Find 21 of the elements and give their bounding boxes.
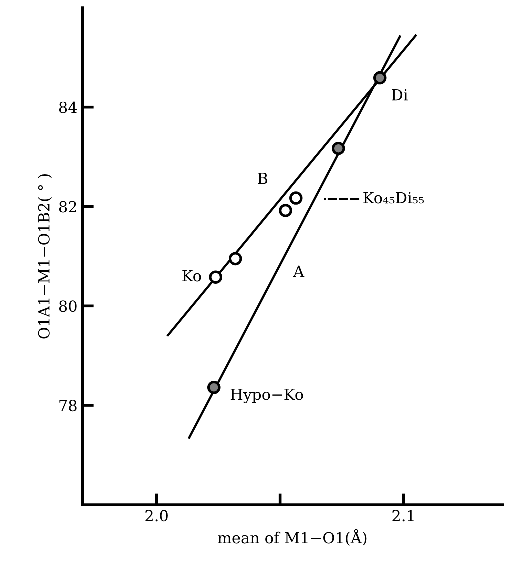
point [332,142,346,156]
point [228,252,242,266]
point [279,204,292,218]
point [373,71,387,85]
x-tick-label: 2.0 [146,510,168,522]
annotation: B [258,172,268,184]
annotation: Di [392,89,408,101]
annotation: Hypo−Ko [230,388,304,404]
y-axis-title: O1A1−M1−O1B2( ° ) [38,174,52,339]
annotation: Ko [182,270,202,282]
x-tick-label: 2.1 [392,510,414,522]
x-axis-title: mean of M1−O1(Å) [218,529,367,546]
annotation: Ko₄₅Di₅₅ [364,192,424,204]
point [209,270,222,284]
annotation: A [293,266,305,278]
point [207,381,221,394]
y-tick-label: 84 [59,102,78,114]
y-tick-label: 82 [59,201,76,213]
point [290,192,303,205]
y-tick-label: 80 [59,300,77,312]
y-tick-label: 78 [60,400,77,412]
